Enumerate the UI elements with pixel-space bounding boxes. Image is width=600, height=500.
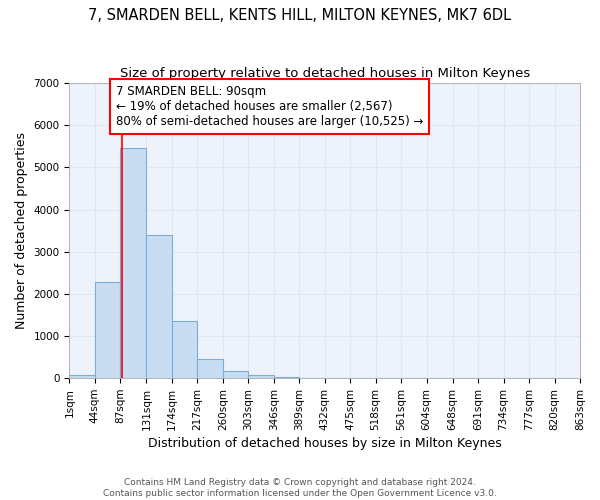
Title: Size of property relative to detached houses in Milton Keynes: Size of property relative to detached ho… [119,68,530,80]
Bar [146,235,172,378]
Text: Contains HM Land Registry data © Crown copyright and database right 2024.
Contai: Contains HM Land Registry data © Crown c… [103,478,497,498]
X-axis label: Distribution of detached houses by size in Milton Keynes: Distribution of detached houses by size … [148,437,502,450]
Bar [70,375,95,378]
Bar [274,376,299,378]
Bar [95,282,121,378]
Text: 7 SMARDEN BELL: 90sqm
← 19% of detached houses are smaller (2,567)
80% of semi-d: 7 SMARDEN BELL: 90sqm ← 19% of detached … [116,85,424,128]
Bar [172,322,197,378]
Bar [223,371,248,378]
Text: 7, SMARDEN BELL, KENTS HILL, MILTON KEYNES, MK7 6DL: 7, SMARDEN BELL, KENTS HILL, MILTON KEYN… [88,8,512,22]
Bar [197,359,223,378]
Bar [248,375,274,378]
Y-axis label: Number of detached properties: Number of detached properties [15,132,28,329]
Bar [121,148,146,378]
